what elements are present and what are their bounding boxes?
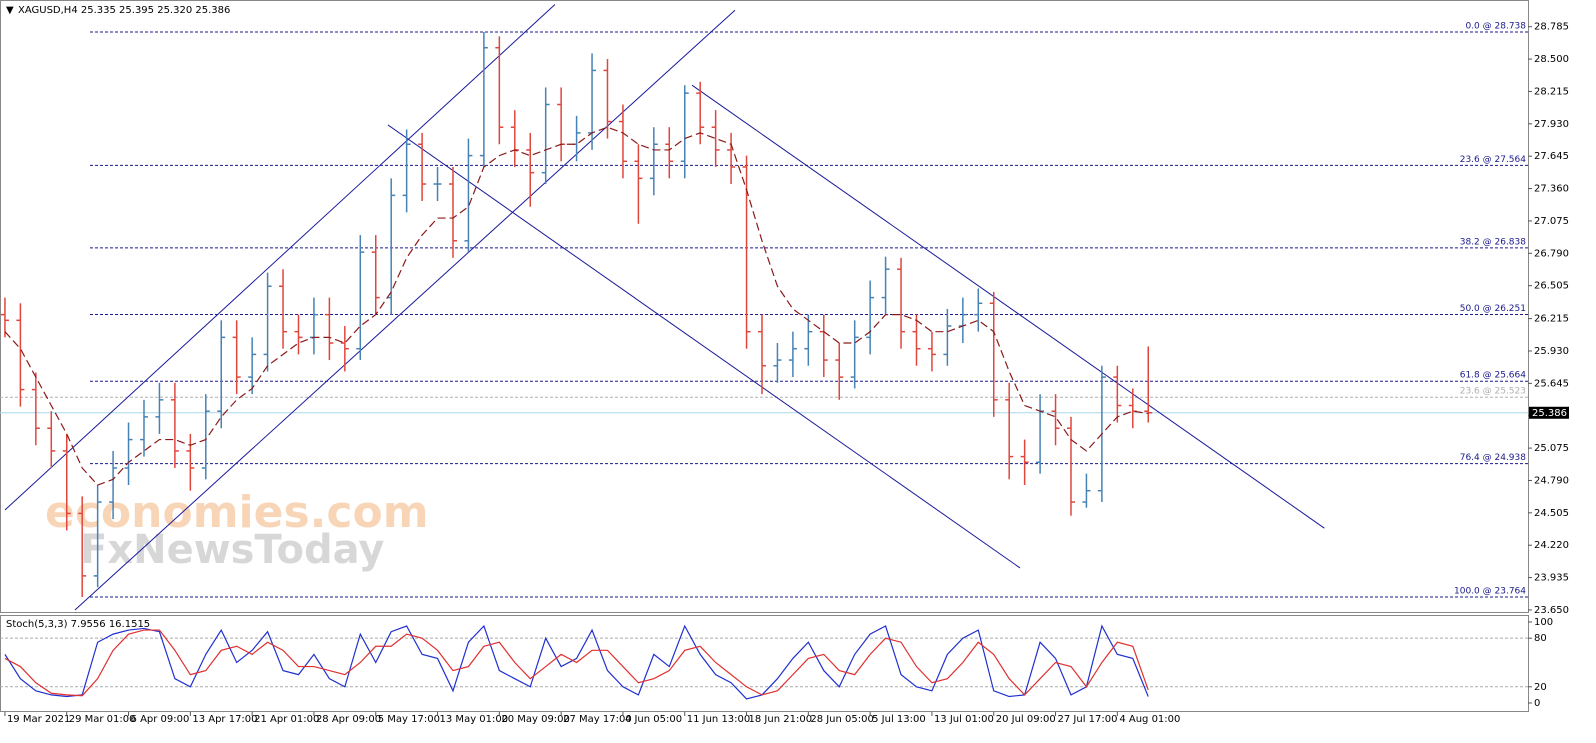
last-price-label: 25.386 bbox=[1532, 408, 1567, 419]
watermark: economies.com bbox=[45, 487, 429, 538]
moving-average bbox=[4, 126, 1149, 486]
y-tick-label: 28.500 bbox=[1534, 54, 1569, 65]
y-tick-label: 24.220 bbox=[1534, 540, 1569, 551]
y-tick-label: 100 bbox=[1534, 617, 1553, 628]
menu-arrow[interactable]: ▼ bbox=[6, 5, 14, 16]
stoch-title: Stoch(5,3,3) 7.9556 16.1515 bbox=[6, 619, 150, 630]
y-tick-label: 27.930 bbox=[1534, 119, 1569, 130]
x-tick-label: 20 May 09:00 bbox=[501, 714, 570, 725]
trend-line bbox=[74, 9, 736, 611]
trend-line bbox=[4, 4, 556, 511]
x-tick-label: 18 Jun 21:00 bbox=[749, 714, 813, 725]
x-tick-label: 13 May 01:00 bbox=[440, 714, 509, 725]
y-tick-label: 28.785 bbox=[1534, 22, 1569, 33]
x-tick-label: 11 Jun 13:00 bbox=[687, 714, 751, 725]
x-tick-label: 4 Aug 01:00 bbox=[1119, 714, 1180, 725]
y-tick-label: 26.790 bbox=[1534, 248, 1569, 259]
last-price-box bbox=[1529, 406, 1569, 419]
x-tick-label: 27 Jul 17:00 bbox=[1058, 714, 1118, 725]
fib-label: 23.6 @ 27.564 bbox=[1460, 155, 1527, 165]
x-tick-label: 13 Apr 17:00 bbox=[192, 714, 257, 725]
y-tick-label: 25.930 bbox=[1534, 346, 1569, 357]
x-tick-label: 21 Apr 01:00 bbox=[254, 714, 319, 725]
y-tick-label: 24.790 bbox=[1534, 475, 1569, 486]
fib-label: 76.4 @ 24.938 bbox=[1460, 453, 1527, 463]
fib-label: 38.2 @ 26.838 bbox=[1460, 237, 1527, 247]
x-tick-label: 5 May 17:00 bbox=[378, 714, 440, 725]
y-tick-label: 26.505 bbox=[1534, 281, 1569, 292]
x-tick-label: 29 Mar 01:00 bbox=[69, 714, 136, 725]
x-tick-label: 28 Jun 05:00 bbox=[810, 714, 874, 725]
y-tick-label: 27.360 bbox=[1534, 184, 1569, 195]
x-tick-label: 6 Apr 09:00 bbox=[131, 714, 190, 725]
x-tick-label: 13 Jul 01:00 bbox=[934, 714, 994, 725]
watermark: FxNewsToday bbox=[80, 527, 384, 573]
fib-label: 100.0 @ 23.764 bbox=[1454, 587, 1526, 597]
y-tick-label: 25.075 bbox=[1534, 443, 1569, 454]
y-tick-label: 27.075 bbox=[1534, 216, 1569, 227]
y-tick-label: 27.645 bbox=[1534, 151, 1569, 162]
stoch-line bbox=[4, 629, 1149, 697]
y-tick-label: 23.650 bbox=[1534, 605, 1569, 616]
chart-title: XAGUSD,H4 25.335 25.395 25.320 25.386 bbox=[18, 5, 230, 16]
y-tick-label: 26.215 bbox=[1534, 314, 1569, 325]
x-tick-label: 27 May 17:00 bbox=[563, 714, 632, 725]
y-tick-label: 24.505 bbox=[1534, 508, 1569, 519]
y-tick-label: 25.645 bbox=[1534, 378, 1569, 389]
x-tick-label: 5 Jul 13:00 bbox=[872, 714, 926, 725]
stoch-line bbox=[4, 624, 1149, 700]
x-tick-label: 19 Mar 2021 bbox=[7, 714, 70, 725]
y-tick-label: 28.215 bbox=[1534, 86, 1569, 97]
x-tick-label: 20 Jul 09:00 bbox=[996, 714, 1056, 725]
y-tick-label: 0 bbox=[1534, 698, 1540, 709]
stoch-panel bbox=[0, 615, 1529, 712]
fib-label: 0.0 @ 28.738 bbox=[1465, 22, 1526, 32]
y-tick-label: 80 bbox=[1534, 633, 1547, 644]
x-tick-label: 28 Apr 09:00 bbox=[316, 714, 381, 725]
fib-label: 50.0 @ 26.251 bbox=[1460, 304, 1526, 314]
trend-line bbox=[691, 84, 1325, 529]
x-tick-label: 4 Jun 05:00 bbox=[625, 714, 682, 725]
price-panel bbox=[0, 0, 1529, 613]
trend-line bbox=[387, 124, 1021, 569]
fib-label: 61.8 @ 25.664 bbox=[1460, 371, 1527, 381]
fib-label: 23.6 @ 25.523 bbox=[1460, 387, 1526, 397]
y-tick-label: 23.935 bbox=[1534, 573, 1569, 584]
y-tick-label: 20 bbox=[1534, 682, 1547, 693]
